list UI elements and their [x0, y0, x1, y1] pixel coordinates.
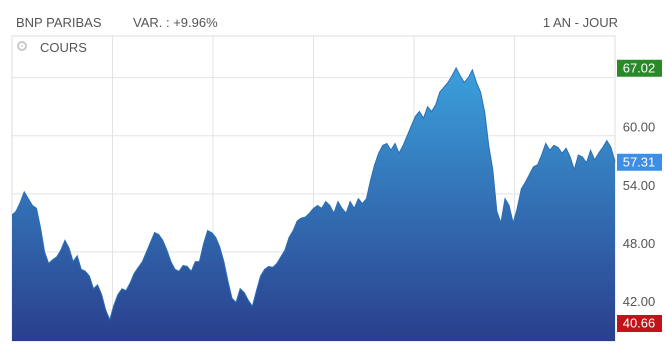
stock-name: BNP PARIBAS: [16, 15, 102, 30]
y-tick-label: 60.00: [623, 120, 656, 135]
price-area: [12, 67, 615, 341]
last-value-badge: 57.31: [623, 154, 656, 169]
max-value-badge-bg: [617, 59, 662, 77]
legend-label: COURS: [40, 40, 87, 55]
last-value-badge-bg: [617, 153, 662, 171]
variation-label: VAR. : +9.96%: [133, 15, 218, 30]
max-value-badge: 67.02: [623, 60, 656, 75]
y-tick-label: 48.00: [623, 236, 656, 251]
min-value-badge-bg: [617, 314, 662, 332]
y-tick-label: 54.00: [623, 178, 656, 193]
gear-icon: [17, 41, 27, 51]
chart-header: BNP PARIBAS VAR. : +9.96% 1 AN - JOUR: [0, 0, 665, 34]
min-value-badge: 40.66: [623, 315, 656, 330]
y-tick-label: 42.00: [623, 294, 656, 309]
period-selector[interactable]: 1 AN - JOUR: [542, 15, 618, 30]
price-line: [11, 66, 616, 322]
